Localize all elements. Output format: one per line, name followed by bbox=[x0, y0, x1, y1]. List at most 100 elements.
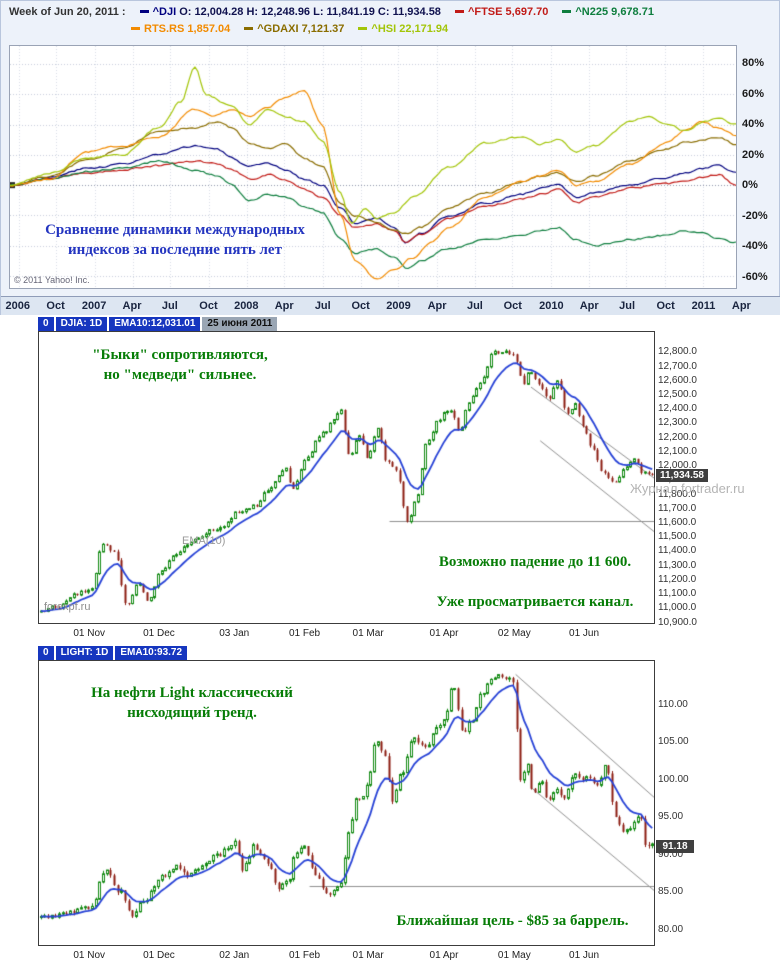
axis-tick-label: Jul bbox=[619, 300, 636, 312]
axis-tick-label: 01 Dec bbox=[143, 950, 175, 961]
axis-tick-label: Jul bbox=[314, 300, 331, 312]
axis-tick-label: 2009 bbox=[386, 300, 411, 312]
axis-tick-label: 11,800.0 bbox=[658, 488, 697, 500]
djia-channel-annotation: Уже просматривается канал. bbox=[436, 594, 634, 610]
legend-symbol: ^FTSE bbox=[467, 6, 506, 18]
axis-tick-label: 2006 bbox=[5, 300, 30, 312]
axis-tick-label: 12,000.0 bbox=[658, 460, 697, 472]
light-panel: 0 LIGHT: 1D EMA10:93.72 110.00 105.00 100.… bbox=[0, 645, 780, 972]
axis-tick-label: 11,600.0 bbox=[658, 517, 697, 528]
axis-tick-label: 01 Feb bbox=[288, 628, 321, 639]
axis-tick-label: 12,600.0 bbox=[658, 374, 697, 386]
djia-tabs: 0 DJIA: 1D EMA10:12,031.01 25 июня 2011 bbox=[38, 317, 278, 331]
axis-tick-label: Oct bbox=[351, 300, 370, 312]
tab-light-ema[interactable]: EMA10:93.72 bbox=[115, 646, 188, 660]
yahoo-line-chart-canvas[interactable] bbox=[10, 46, 736, 288]
axis-tick-label: 2007 bbox=[81, 300, 107, 312]
legend-swatch-icon bbox=[454, 9, 464, 13]
legend-item-ftse[interactable]: ^FTSE 5,697.70 bbox=[454, 6, 548, 18]
annotation-line-2: индексов за последние пять лет bbox=[68, 242, 282, 258]
axis-tick-label: 11,400.0 bbox=[658, 545, 697, 557]
axis-tick-label: 90.00 bbox=[658, 848, 684, 860]
week-title: Week of Jun 20, 2011 : bbox=[9, 6, 126, 18]
axis-tick-label: 01 Feb bbox=[288, 950, 321, 961]
tab-light-symbol[interactable]: LIGHT: 1D bbox=[55, 646, 114, 660]
axis-tick-label: Oct bbox=[656, 300, 675, 312]
axis-tick-label: 11,500.0 bbox=[658, 531, 697, 543]
axis-tick-label: 85.00 bbox=[658, 886, 684, 898]
legend-item-hsi[interactable]: ^HSI 22,171.94 bbox=[358, 23, 448, 35]
legend-symbol: ^N225 bbox=[575, 6, 612, 18]
light-trend-annotation: На нефти Light классический нисходящий т… bbox=[62, 683, 322, 723]
yahoo-copyright: © 2011 Yahoo! Inc. bbox=[14, 275, 90, 285]
axis-tick-label: 105.00 bbox=[658, 736, 689, 748]
yahoo-comparison-panel: Week of Jun 20, 2011 : ^DJI O: 12,004.28 … bbox=[0, 0, 780, 316]
fortrader-watermark: Журнал.fortrader.ru bbox=[630, 481, 745, 496]
axis-tick-label: 11,300.0 bbox=[658, 559, 697, 571]
legend-row-1: ^DJI O: 12,004.28 H: 12,248.96 L: 11,841… bbox=[126, 6, 654, 18]
light-candlestick-canvas[interactable] bbox=[39, 661, 654, 945]
djia-candlestick-canvas[interactable] bbox=[39, 332, 654, 623]
djia-last-price-badge: 11,934.58 bbox=[656, 469, 708, 483]
axis-tick-label: 12,700.0 bbox=[658, 360, 697, 372]
axis-tick-label: 01 Jun bbox=[569, 628, 600, 639]
axis-tick-label: Apr bbox=[731, 300, 751, 312]
yahoo-plot-area: Сравнение динамики международных индексо… bbox=[9, 45, 737, 289]
light-tabs: 0 LIGHT: 1D EMA10:93.72 bbox=[38, 646, 188, 660]
legend-item-gdaxi[interactable]: ^GDAXI 7,121.37 bbox=[244, 23, 344, 35]
yahoo-percent-axis: 80% 60% 40% 20% 0% -20% -40% -60% bbox=[742, 45, 780, 289]
axis-tick-label: 12,200.0 bbox=[658, 431, 697, 443]
tab-menu-zero[interactable]: 0 bbox=[38, 646, 54, 660]
djia-bulls-line-2: но "медведи" сильнее. bbox=[103, 367, 257, 383]
legend-item-rtsrs[interactable]: RTS.RS 1,857.04 bbox=[131, 23, 230, 35]
axis-tick-label: 01 May bbox=[497, 950, 531, 961]
axis-tick-label: Jul bbox=[466, 300, 483, 312]
light-price-axis: 110.00 105.00 100.00 95.00 90.00 85.00 80.00 bbox=[658, 660, 728, 946]
axis-tick-label: 0% bbox=[742, 179, 758, 192]
axis-tick-label: 12,400.0 bbox=[658, 403, 697, 415]
axis-tick-label: Apr bbox=[427, 300, 447, 312]
axis-tick-label: 01 Mar bbox=[352, 950, 384, 961]
djia-bulls-annotation: "Быки" сопротивляются, но "медведи" силь… bbox=[60, 345, 300, 385]
djia-fall-annotation: Возможно падение до 11 600. bbox=[438, 554, 632, 570]
light-target-annotation: Ближайшая цель - $85 за баррель. bbox=[396, 913, 629, 929]
axis-tick-label: Apr bbox=[122, 300, 142, 312]
legend-value: 1,857.04 bbox=[187, 23, 231, 35]
light-trend-line-1: На нефти Light классический bbox=[91, 685, 293, 701]
axis-tick-label: 11,200.0 bbox=[658, 573, 697, 585]
annotation-line-1: Сравнение динамики международных bbox=[45, 222, 305, 238]
axis-tick-label: Oct bbox=[199, 300, 218, 312]
axis-tick-label: 40% bbox=[742, 118, 765, 131]
legend-item-dji[interactable]: ^DJI O: 12,004.28 H: 12,248.96 L: 11,841… bbox=[139, 6, 441, 18]
axis-tick-label: 01 Apr bbox=[429, 950, 459, 961]
legend-item-n225[interactable]: ^N225 9,678.71 bbox=[562, 6, 654, 18]
axis-tick-label: Jul bbox=[161, 300, 178, 312]
tab-djia-symbol[interactable]: DJIA: 1D bbox=[55, 317, 108, 331]
axis-tick-label: 12,300.0 bbox=[658, 417, 697, 429]
legend-swatch-icon bbox=[131, 26, 140, 30]
axis-tick-label: Apr bbox=[274, 300, 294, 312]
axis-tick-label: 2010 bbox=[539, 300, 564, 312]
ema-line-label: EMA(10) bbox=[182, 535, 226, 547]
legend-symbol: ^HSI bbox=[371, 23, 400, 35]
djia-bulls-line-1: "Быки" сопротивляются, bbox=[92, 347, 268, 363]
axis-tick-label: 12,800.0 bbox=[658, 346, 697, 358]
axis-tick-label: 01 Nov bbox=[73, 628, 106, 639]
axis-tick-label: 11,700.0 bbox=[658, 502, 697, 514]
axis-tick-label: 02 Jan bbox=[219, 950, 250, 961]
axis-tick-label: 12,100.0 bbox=[658, 445, 697, 457]
light-date-axis: 01 Nov 01 Dec 02 Jan 01 Feb 01 Mar 01 Apr 01 M… bbox=[38, 950, 668, 964]
djia-date-axis: 01 Nov 01 Dec 03 Jan 01 Feb 01 Mar 01 Apr 02 M… bbox=[38, 628, 668, 642]
axis-tick-label: 20% bbox=[742, 148, 765, 161]
axis-tick-label: 2008 bbox=[234, 300, 259, 312]
light-plot-area bbox=[38, 660, 655, 946]
axis-tick-label: 01 Nov bbox=[73, 950, 106, 961]
tab-djia-ema[interactable]: EMA10:12,031.01 bbox=[109, 317, 201, 331]
axis-tick-label: -60% bbox=[742, 270, 768, 283]
tab-menu-zero[interactable]: 0 bbox=[38, 317, 54, 331]
axis-tick-label: 12,500.0 bbox=[658, 389, 697, 400]
comparison-annotation: Сравнение динамики международных индексо… bbox=[20, 220, 330, 260]
axis-tick-label: 01 Apr bbox=[429, 628, 459, 639]
forexpf-watermark: forexpf.ru bbox=[44, 601, 91, 613]
